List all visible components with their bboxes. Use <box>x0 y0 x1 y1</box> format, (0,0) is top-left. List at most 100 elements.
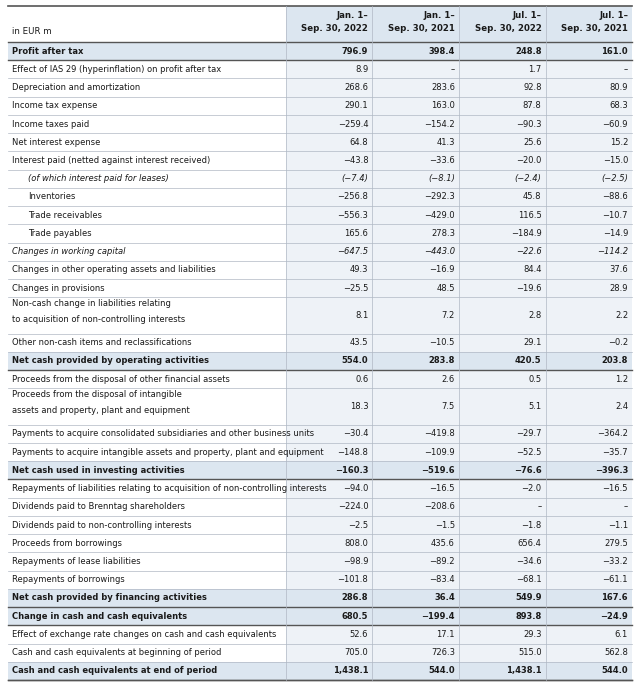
Text: Jan. 1–: Jan. 1– <box>423 11 455 20</box>
Bar <box>285 79 372 96</box>
Text: 705.0: 705.0 <box>344 648 368 657</box>
Text: −94.0: −94.0 <box>343 484 368 493</box>
Bar <box>545 170 632 188</box>
Bar <box>285 60 372 79</box>
Text: (−8.1): (−8.1) <box>428 174 455 183</box>
Text: Proceeds from borrowings: Proceeds from borrowings <box>12 539 122 548</box>
Text: 2.8: 2.8 <box>528 311 541 320</box>
Bar <box>545 60 632 79</box>
Text: 45.8: 45.8 <box>523 192 541 202</box>
Text: 52.6: 52.6 <box>350 630 368 639</box>
Bar <box>372 151 459 170</box>
Text: 37.6: 37.6 <box>609 265 628 274</box>
Text: 656.4: 656.4 <box>518 539 541 548</box>
Bar <box>545 6 632 42</box>
Text: (−7.4): (−7.4) <box>341 174 368 183</box>
Text: 28.9: 28.9 <box>610 284 628 293</box>
Text: −10.7: −10.7 <box>603 211 628 220</box>
Bar <box>372 115 459 133</box>
Text: −429.0: −429.0 <box>424 211 455 220</box>
Text: (−2.5): (−2.5) <box>601 174 628 183</box>
Text: 435.6: 435.6 <box>431 539 455 548</box>
Bar <box>285 298 372 334</box>
Text: −109.9: −109.9 <box>424 447 455 457</box>
Bar <box>545 206 632 224</box>
Bar <box>285 498 372 516</box>
Bar <box>545 79 632 96</box>
Bar <box>8 461 632 479</box>
Text: 278.3: 278.3 <box>431 229 455 238</box>
Text: Sep. 30, 2022: Sep. 30, 2022 <box>475 24 541 33</box>
Bar <box>545 133 632 151</box>
Bar <box>459 60 545 79</box>
Bar <box>459 298 545 334</box>
Text: –: – <box>624 65 628 74</box>
Bar <box>545 279 632 298</box>
Text: 84.4: 84.4 <box>523 265 541 274</box>
Text: 49.3: 49.3 <box>350 265 368 274</box>
Bar <box>545 425 632 443</box>
Text: −43.8: −43.8 <box>342 156 368 165</box>
Text: Profit after tax: Profit after tax <box>12 47 83 55</box>
Text: 0.5: 0.5 <box>529 375 541 384</box>
Bar <box>459 133 545 151</box>
Text: Repayments of liabilities relating to acquisition of non-controlling interests: Repayments of liabilities relating to ac… <box>12 484 326 493</box>
Text: 554.0: 554.0 <box>342 356 368 365</box>
Text: Net interest expense: Net interest expense <box>12 137 100 147</box>
Bar <box>285 553 372 570</box>
Text: −34.6: −34.6 <box>516 557 541 566</box>
Bar <box>285 370 372 389</box>
Bar <box>459 115 545 133</box>
Text: −224.0: −224.0 <box>338 502 368 512</box>
Text: 18.3: 18.3 <box>349 402 368 411</box>
Text: 268.6: 268.6 <box>344 83 368 92</box>
Text: Sep. 30, 2021: Sep. 30, 2021 <box>561 24 628 33</box>
Bar <box>372 534 459 553</box>
Text: −14.9: −14.9 <box>603 229 628 238</box>
Bar <box>372 261 459 279</box>
Text: −1.8: −1.8 <box>521 521 541 529</box>
Text: −10.5: −10.5 <box>429 339 455 347</box>
Text: −90.3: −90.3 <box>516 120 541 129</box>
Text: Change in cash and cash equivalents: Change in cash and cash equivalents <box>12 611 187 620</box>
Text: 48.5: 48.5 <box>436 284 455 293</box>
Text: Interest paid (netted against interest received): Interest paid (netted against interest r… <box>12 156 211 165</box>
Text: 283.6: 283.6 <box>431 83 455 92</box>
Text: Jul. 1–: Jul. 1– <box>599 11 628 20</box>
Text: 161.0: 161.0 <box>602 47 628 55</box>
Text: −30.4: −30.4 <box>343 430 368 438</box>
Bar <box>285 625 372 644</box>
Text: −556.3: −556.3 <box>337 211 368 220</box>
Text: −519.6: −519.6 <box>421 466 455 475</box>
Text: −16.5: −16.5 <box>603 484 628 493</box>
Bar <box>459 479 545 498</box>
Bar <box>545 570 632 589</box>
Bar <box>285 516 372 534</box>
Text: −33.6: −33.6 <box>429 156 455 165</box>
Bar <box>372 370 459 389</box>
Bar <box>8 607 632 625</box>
Text: 515.0: 515.0 <box>518 648 541 657</box>
Text: to acquisition of non-controlling interests: to acquisition of non-controlling intere… <box>12 315 185 324</box>
Text: 203.8: 203.8 <box>602 356 628 365</box>
Text: −1.5: −1.5 <box>435 521 455 529</box>
Text: 283.8: 283.8 <box>429 356 455 365</box>
Text: 2.4: 2.4 <box>615 402 628 411</box>
Bar <box>8 352 632 370</box>
Bar <box>285 261 372 279</box>
Bar <box>285 133 372 151</box>
Text: 36.4: 36.4 <box>434 594 455 603</box>
Text: −114.2: −114.2 <box>597 247 628 256</box>
Text: −98.9: −98.9 <box>343 557 368 566</box>
Bar <box>545 553 632 570</box>
Text: 2.6: 2.6 <box>442 375 455 384</box>
Bar <box>459 498 545 516</box>
Text: Proceeds from the disposal of intangible: Proceeds from the disposal of intangible <box>12 391 182 399</box>
Bar <box>285 170 372 188</box>
Text: 29.1: 29.1 <box>523 339 541 347</box>
Text: 41.3: 41.3 <box>436 137 455 147</box>
Text: −76.6: −76.6 <box>514 466 541 475</box>
Text: Income tax expense: Income tax expense <box>12 101 97 110</box>
Text: Dividends paid to Brenntag shareholders: Dividends paid to Brenntag shareholders <box>12 502 185 512</box>
Text: Changes in working capital: Changes in working capital <box>12 247 125 256</box>
